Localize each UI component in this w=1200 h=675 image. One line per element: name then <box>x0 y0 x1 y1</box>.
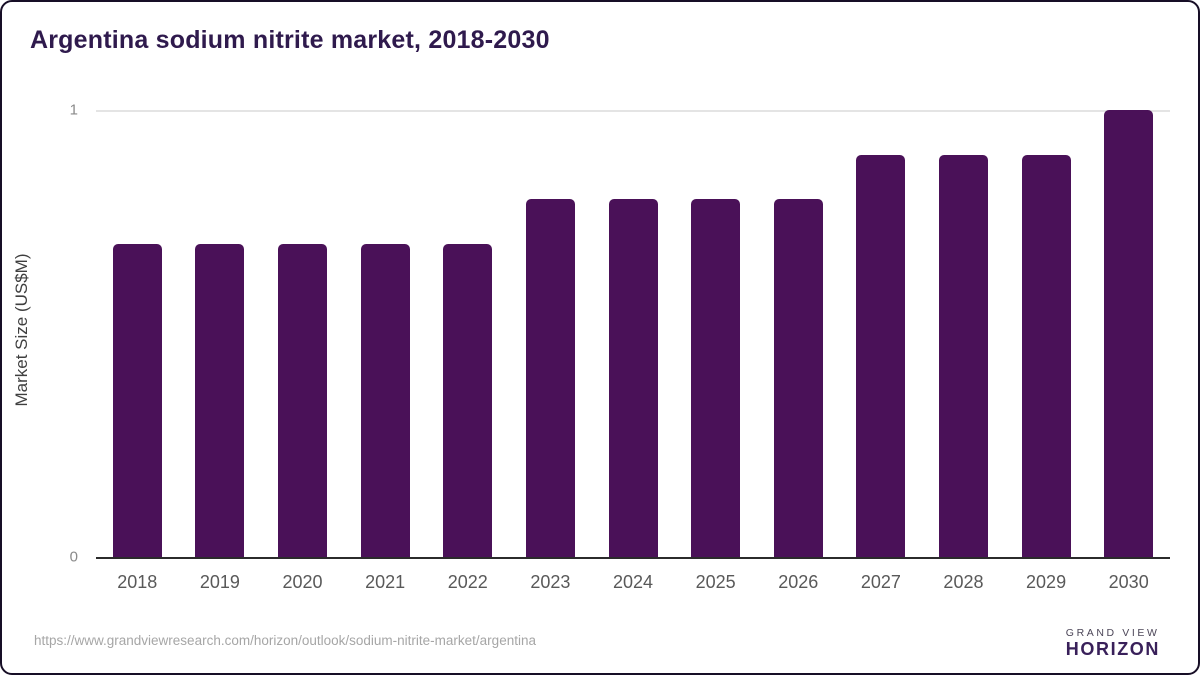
bar-2019 <box>195 244 245 557</box>
logo-text: GRAND VIEW HORIZON <box>1066 627 1160 660</box>
y-axis-title: Market Size (US$M) <box>12 253 31 407</box>
x-tick-label-2027: 2027 <box>860 572 901 592</box>
bar-2030 <box>1104 110 1154 557</box>
gridline-y1 <box>96 110 1170 112</box>
horizon-sunrise-icon <box>1006 618 1056 668</box>
bar-2029 <box>1021 154 1071 557</box>
x-tick-label-2023: 2023 <box>530 572 571 592</box>
bar-2020 <box>278 244 328 557</box>
x-tick-label-2026: 2026 <box>778 572 819 592</box>
logo-product-name: HORIZON <box>1065 638 1160 659</box>
x-tick-label-2030: 2030 <box>1108 572 1149 592</box>
x-tick-label-2028: 2028 <box>943 572 984 592</box>
x-tick-label-2029: 2029 <box>1026 572 1067 592</box>
y-tick-label-0: 0 <box>69 548 78 566</box>
y-tick-label-1: 1 <box>69 101 78 119</box>
bar-2024 <box>608 199 658 557</box>
x-tick-label-2025: 2025 <box>695 572 736 592</box>
bar-2025 <box>691 199 741 557</box>
bar-2026 <box>773 199 823 557</box>
bar-2027 <box>856 154 906 557</box>
bar-2018 <box>112 244 162 557</box>
x-tick-label-2020: 2020 <box>282 572 323 592</box>
source-url: https://www.grandviewresearch.com/horizo… <box>34 633 536 648</box>
x-tick-label-2018: 2018 <box>117 572 158 592</box>
bar-2021 <box>360 244 410 557</box>
icon-reflection-line <box>1022 646 1040 650</box>
x-axis-labels: 2018 2019 2020 2021 2022 2023 2024 2025 2026 2027… <box>96 572 1170 598</box>
x-tick-label-2021: 2021 <box>365 572 406 592</box>
logo-brand-name: GRAND VIEW <box>1065 626 1160 639</box>
icon-sun-arch <box>1016 628 1045 643</box>
x-tick-label-2022: 2022 <box>447 572 488 592</box>
x-tick-label-2019: 2019 <box>199 572 240 592</box>
x-axis-line <box>96 557 1170 559</box>
bar-2022 <box>443 244 493 557</box>
x-tick-label-2024: 2024 <box>612 572 654 592</box>
bar-2023 <box>525 199 575 557</box>
chart-title: Argentina sodium nitrite market, 2018-20… <box>30 26 550 54</box>
grand-view-horizon-logo: GRAND VIEW HORIZON <box>1006 618 1160 668</box>
bar-2028 <box>938 154 988 557</box>
icon-reflection-line <box>1025 653 1036 657</box>
plot-area <box>96 110 1170 559</box>
